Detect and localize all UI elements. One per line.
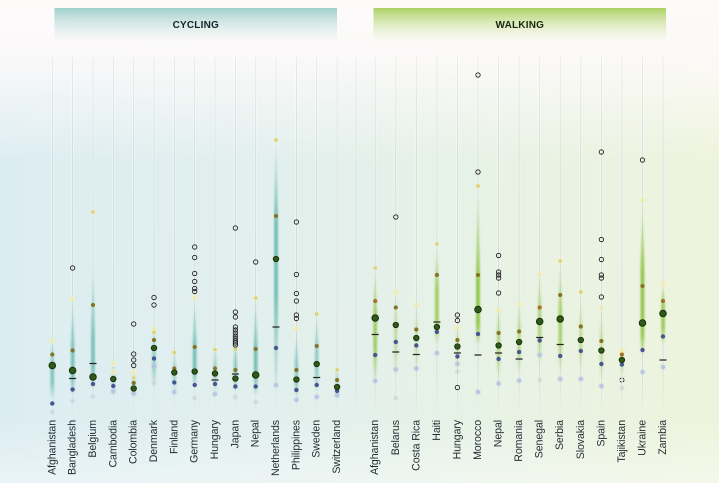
svg-text:Belgium: Belgium <box>87 420 99 458</box>
svg-text:Philippines: Philippines <box>290 420 302 470</box>
svg-text:CYCLING: CYCLING <box>173 20 219 31</box>
svg-text:Hungary: Hungary <box>451 419 463 459</box>
svg-text:Costa Rica: Costa Rica <box>410 420 422 471</box>
svg-text:Colombia: Colombia <box>128 420 140 464</box>
svg-text:Nepal: Nepal <box>493 420 505 447</box>
svg-text:Belarus: Belarus <box>390 420 402 455</box>
svg-text:Germany: Germany <box>189 419 201 463</box>
svg-text:Romania: Romania <box>513 420 525 462</box>
svg-text:Slovakia: Slovakia <box>575 420 587 459</box>
svg-text:Serbia: Serbia <box>554 420 566 450</box>
svg-text:Spain: Spain <box>595 420 607 447</box>
svg-text:Bangladesh: Bangladesh <box>67 420 79 475</box>
svg-text:Afghanistan: Afghanistan <box>46 420 58 475</box>
svg-text:Switzerland: Switzerland <box>331 420 343 474</box>
svg-text:Netherlands: Netherlands <box>270 420 282 476</box>
svg-text:Hungary: Hungary <box>209 419 221 459</box>
svg-text:Finland: Finland <box>168 420 180 454</box>
svg-text:WALKING: WALKING <box>495 20 544 31</box>
svg-text:Afghanistan: Afghanistan <box>369 420 381 475</box>
svg-text:Tajikistan: Tajikistan <box>616 420 628 463</box>
svg-text:Zambia: Zambia <box>657 420 669 455</box>
svg-text:Senegal: Senegal <box>534 420 546 458</box>
svg-text:Haiti: Haiti <box>431 420 443 441</box>
svg-text:Nepal: Nepal <box>250 420 262 447</box>
svg-text:Japan: Japan <box>229 420 241 449</box>
svg-text:Morocco: Morocco <box>472 420 484 460</box>
svg-text:Ukraine: Ukraine <box>637 420 649 456</box>
svg-text:Cambodia: Cambodia <box>107 420 119 468</box>
svg-text:Sweden: Sweden <box>311 420 323 458</box>
svg-text:Denmark: Denmark <box>148 419 160 462</box>
